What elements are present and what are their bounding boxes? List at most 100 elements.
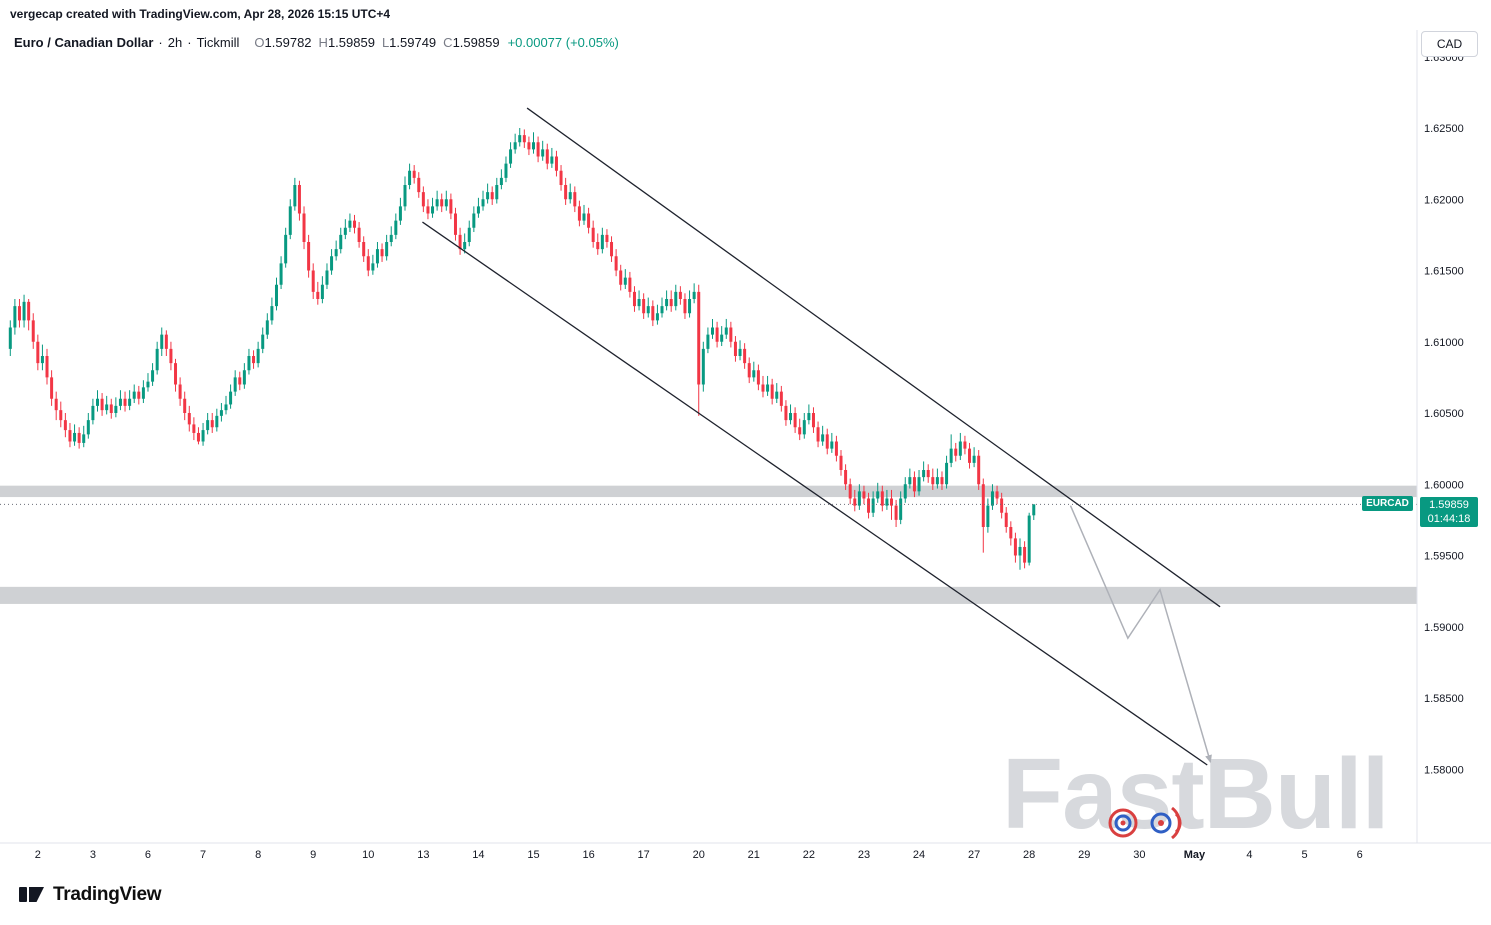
interval-label[interactable]: 2h: [167, 35, 183, 50]
candle-body: [862, 491, 866, 499]
candle-body: [68, 430, 72, 442]
candle-body: [45, 356, 49, 378]
candle-body: [513, 142, 517, 150]
candle-body: [711, 327, 714, 335]
candle-body: [247, 356, 251, 371]
candle-body: [114, 405, 118, 413]
legend-separator: ·: [187, 35, 192, 50]
time-axis-label: May: [1184, 849, 1206, 861]
candle-body: [1023, 546, 1027, 563]
candle-body: [665, 299, 669, 307]
candle-body: [532, 142, 536, 150]
close-value: 1.59859: [452, 35, 500, 50]
time-axis-label: 3: [90, 849, 96, 861]
candle-body: [486, 192, 490, 200]
candle-body: [431, 206, 435, 214]
price-axis[interactable]: [1417, 30, 1491, 843]
time-axis-label: 17: [638, 849, 650, 861]
candle-body: [371, 263, 375, 271]
candle-body: [54, 398, 58, 411]
candle-body: [692, 291, 696, 299]
chart-legend: Euro / Canadian Dollar · 2h · Tickmill O…: [14, 35, 619, 50]
candle-body: [784, 405, 788, 421]
price-axis-label: 1.59000: [1424, 622, 1464, 634]
candle-body: [821, 434, 825, 442]
candle-body: [857, 491, 861, 506]
candle-body: [109, 404, 113, 413]
candle-body: [871, 498, 875, 513]
currency-selector-button[interactable]: CAD: [1421, 31, 1478, 57]
time-axis-label: 7: [200, 849, 206, 861]
time-axis-label: 5: [1301, 849, 1307, 861]
candle-body: [582, 213, 586, 221]
candle-body: [141, 387, 145, 399]
channel-lower-trendline[interactable]: [422, 221, 1208, 766]
candle-body: [591, 227, 595, 242]
candle-body: [954, 448, 958, 456]
tradingview-logo[interactable]: TradingView: [18, 881, 162, 908]
candle-body: [880, 491, 884, 506]
current-price: 1.59859: [1429, 499, 1469, 512]
current-price-label[interactable]: 1.59859 01:44:18: [1420, 497, 1478, 528]
channel-upper-trendline[interactable]: [526, 107, 1221, 608]
candle-body: [903, 484, 907, 499]
candle-body: [164, 334, 168, 349]
low-label: L: [381, 35, 390, 50]
candle-body: [761, 384, 765, 392]
candle-body: [674, 291, 678, 307]
candle-body: [40, 356, 44, 364]
close-label: C: [443, 35, 453, 50]
candle-body: [357, 227, 361, 242]
candle-body: [706, 334, 710, 349]
candle-body: [660, 306, 664, 314]
price-axis-label: 1.61500: [1424, 266, 1464, 278]
candle-body: [885, 498, 889, 506]
time-axis-label: 23: [858, 849, 870, 861]
candle-body: [146, 381, 150, 388]
candle-body: [95, 398, 99, 406]
time-axis-label: 29: [1078, 849, 1090, 861]
candle-body: [1000, 498, 1004, 513]
time-axis[interactable]: [0, 843, 1417, 871]
supply-demand-zone: [0, 586, 1417, 604]
candle-body: [1032, 504, 1036, 516]
time-axis-label: 20: [693, 849, 705, 861]
candle-body: [123, 398, 127, 406]
candle-body: [118, 398, 122, 406]
legend-separator: ·: [158, 35, 163, 50]
candle-body: [683, 299, 687, 314]
candle-body: [701, 348, 705, 385]
symbol-price-badge: EURCAD: [1362, 496, 1413, 512]
candle-body: [426, 206, 430, 214]
price-axis-label: 1.62000: [1424, 194, 1464, 206]
candle-body: [587, 213, 591, 228]
projection-arrow[interactable]: [1069, 505, 1212, 764]
candle-body: [839, 455, 843, 470]
candle-body: [219, 410, 223, 416]
candle-body: [917, 477, 921, 492]
fastbull-watermark: FastBull: [1002, 744, 1389, 844]
time-axis-label: 30: [1133, 849, 1145, 861]
candle-body: [100, 398, 104, 411]
candle-body: [1004, 512, 1008, 527]
candle-body: [669, 299, 673, 307]
candle-body: [375, 249, 379, 264]
candle-body: [623, 277, 627, 285]
candle-body: [201, 430, 205, 442]
candle-body: [940, 477, 944, 485]
time-axis-label: 27: [968, 849, 980, 861]
candle-body: [1018, 546, 1022, 556]
candle-body: [743, 348, 747, 364]
candle-body: [293, 185, 297, 207]
candle-body: [1009, 527, 1013, 539]
time-axis-label: 28: [1023, 849, 1035, 861]
symbol-title[interactable]: Euro / Canadian Dollar: [14, 35, 154, 50]
candle-body: [472, 213, 476, 228]
candle-body: [811, 413, 815, 428]
high-label: H: [318, 35, 328, 50]
candle-body: [752, 370, 756, 378]
candle-body: [279, 263, 283, 285]
candle-body: [31, 320, 35, 342]
